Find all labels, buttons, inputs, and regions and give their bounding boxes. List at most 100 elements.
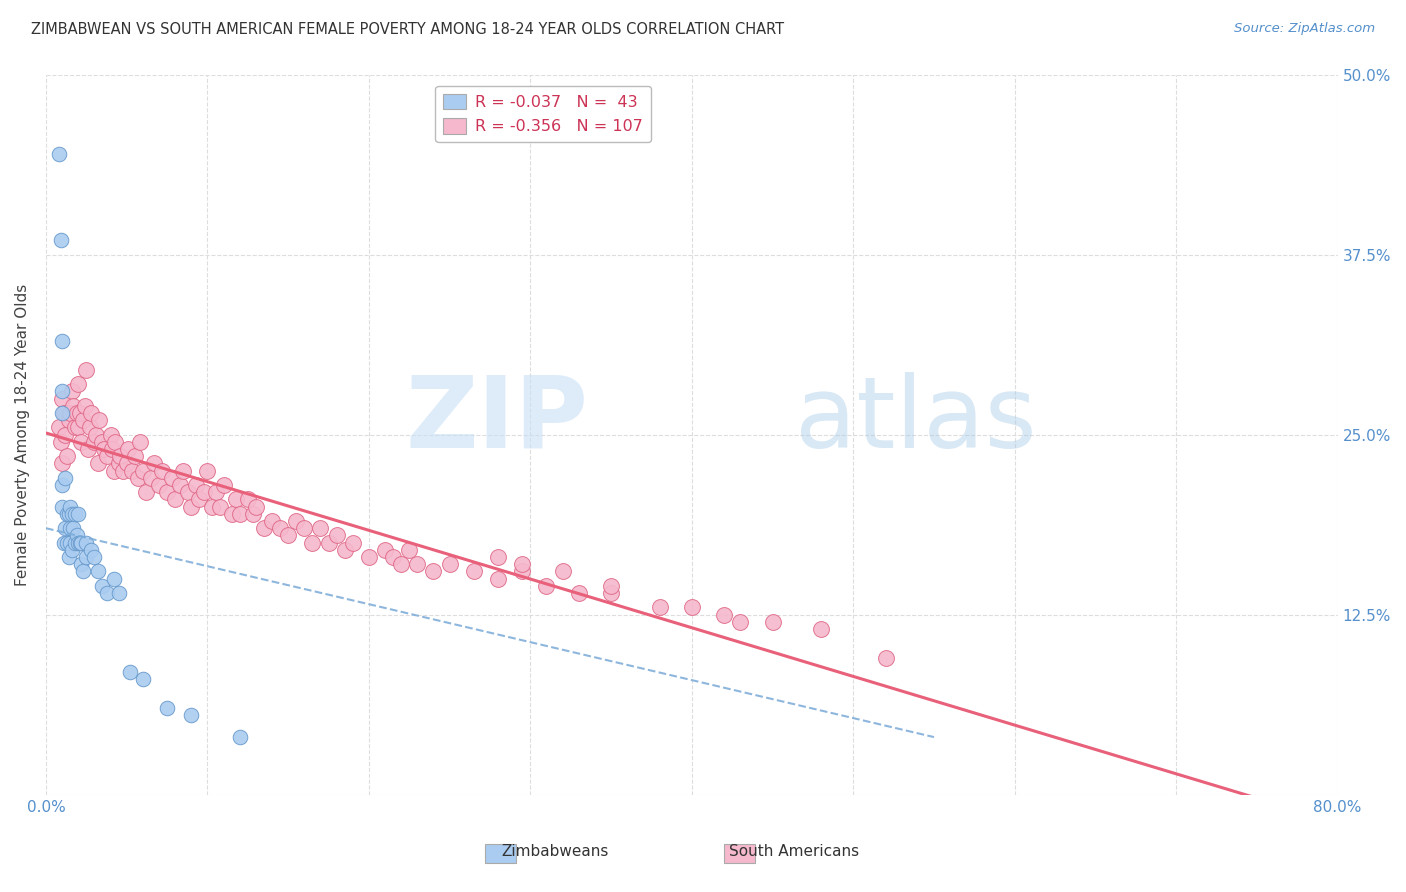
Point <box>245 500 267 514</box>
Point <box>53 521 76 535</box>
Point <box>568 586 591 600</box>
Point <box>60 384 83 399</box>
Point <box>51 406 73 420</box>
Point <box>104 434 127 449</box>
Point <box>80 542 103 557</box>
Point <box>713 607 735 622</box>
Text: Source: ZipAtlas.com: Source: ZipAtlas.com <box>1234 22 1375 36</box>
Point <box>77 442 100 456</box>
Text: ZIMBABWEAN VS SOUTH AMERICAN FEMALE POVERTY AMONG 18-24 YEAR OLDS CORRELATION CH: ZIMBABWEAN VS SOUTH AMERICAN FEMALE POVE… <box>31 22 785 37</box>
Point <box>124 449 146 463</box>
Point <box>422 565 444 579</box>
Point <box>648 600 671 615</box>
Point <box>810 622 832 636</box>
Point <box>728 615 751 629</box>
Point <box>59 535 82 549</box>
Point <box>67 420 90 434</box>
Point <box>48 146 70 161</box>
Point <box>148 478 170 492</box>
Point <box>551 565 574 579</box>
Point <box>69 406 91 420</box>
Point <box>70 434 93 449</box>
Point <box>180 708 202 723</box>
Text: ZIP: ZIP <box>405 372 589 468</box>
Point <box>63 535 86 549</box>
Point <box>209 500 232 514</box>
Point <box>96 449 118 463</box>
Point <box>193 485 215 500</box>
Point <box>761 615 783 629</box>
Point <box>110 449 132 463</box>
Text: South Americans: South Americans <box>730 845 859 859</box>
Point <box>73 399 96 413</box>
Point <box>169 478 191 492</box>
Point <box>117 442 139 456</box>
Point <box>75 363 97 377</box>
Point <box>49 434 72 449</box>
Point <box>67 377 90 392</box>
Point <box>382 549 405 564</box>
Point <box>56 449 79 463</box>
Point <box>51 392 73 406</box>
Point <box>69 535 91 549</box>
Point <box>318 535 340 549</box>
Point <box>510 558 533 572</box>
Point <box>681 600 703 615</box>
Point <box>406 558 429 572</box>
Point <box>160 471 183 485</box>
Point <box>600 586 623 600</box>
Point <box>59 500 82 514</box>
Point <box>156 485 179 500</box>
Point <box>143 457 166 471</box>
Point <box>51 334 73 348</box>
Point <box>70 558 93 572</box>
Point <box>59 521 82 535</box>
Point <box>60 542 83 557</box>
Point <box>221 507 243 521</box>
Point <box>277 528 299 542</box>
Point <box>75 549 97 564</box>
Point <box>301 535 323 549</box>
Point <box>49 233 72 247</box>
Point <box>79 420 101 434</box>
Point <box>53 427 76 442</box>
Point <box>115 457 138 471</box>
Point <box>389 558 412 572</box>
Point <box>228 507 250 521</box>
Point <box>53 471 76 485</box>
Point <box>84 427 107 442</box>
Point <box>51 478 73 492</box>
Point <box>58 413 80 427</box>
Point <box>91 434 114 449</box>
Point <box>70 535 93 549</box>
Point <box>177 485 200 500</box>
Point <box>67 507 90 521</box>
Point <box>63 420 86 434</box>
Point <box>72 565 94 579</box>
Point <box>260 514 283 528</box>
Point <box>56 507 79 521</box>
Point <box>67 535 90 549</box>
Point <box>127 471 149 485</box>
Point <box>875 651 897 665</box>
Point <box>62 521 84 535</box>
Point <box>66 528 89 542</box>
Point <box>156 701 179 715</box>
Point <box>188 492 211 507</box>
Point <box>204 485 226 500</box>
Point <box>91 579 114 593</box>
Point <box>86 565 108 579</box>
Point <box>333 542 356 557</box>
Point <box>72 413 94 427</box>
Point <box>139 471 162 485</box>
Point <box>398 542 420 557</box>
Point <box>66 406 89 420</box>
Point <box>201 500 224 514</box>
Point <box>486 549 509 564</box>
Text: Zimbabweans: Zimbabweans <box>502 845 609 859</box>
Point <box>103 572 125 586</box>
Point <box>342 535 364 549</box>
Point <box>135 485 157 500</box>
Point <box>58 549 80 564</box>
Point <box>83 549 105 564</box>
